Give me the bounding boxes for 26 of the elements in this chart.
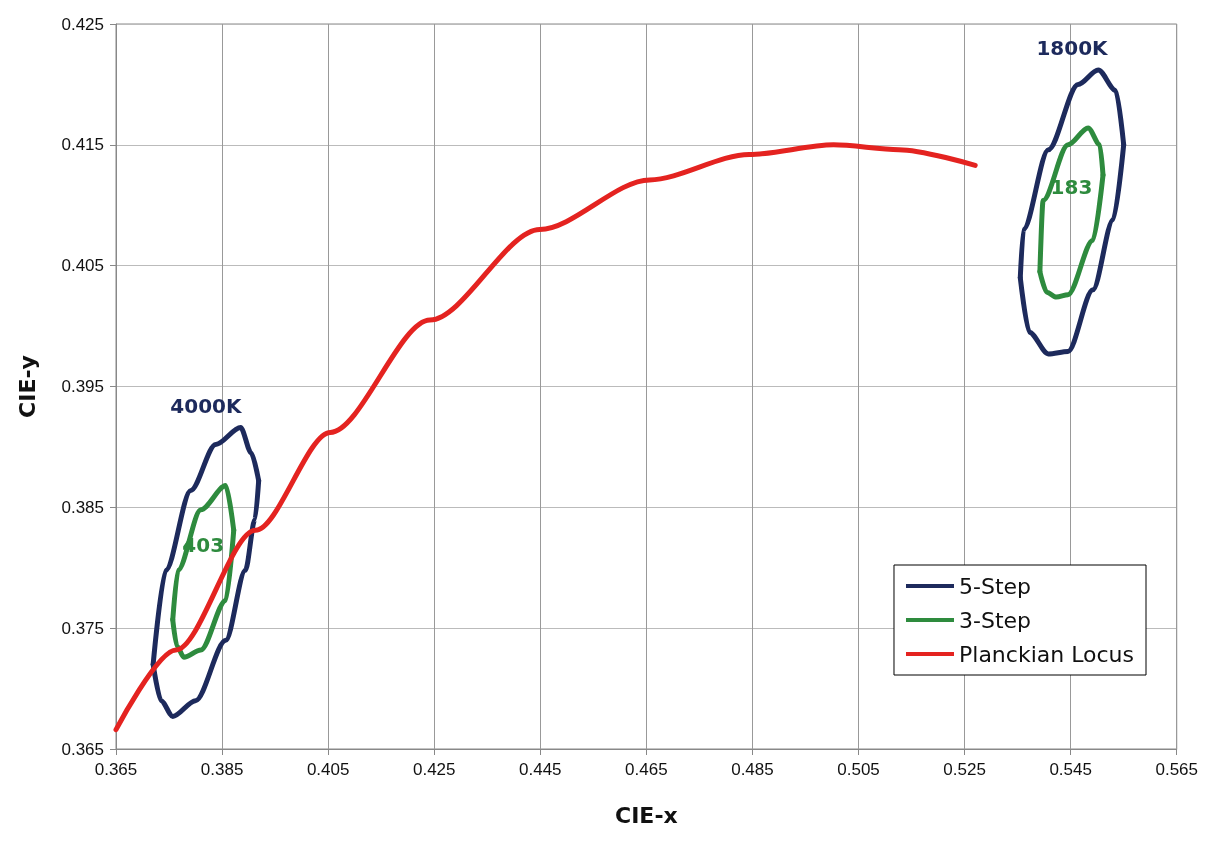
y-tick-label: 0.405	[61, 256, 104, 276]
x-tick-label: 0.425	[412, 760, 456, 779]
x-tick-label: 0.465	[625, 760, 668, 779]
x-tick-label: 0.565	[1155, 760, 1198, 779]
x-axis-title: CIE-x	[615, 802, 678, 828]
x-tick-label: 0.445	[519, 760, 562, 779]
annotation: 4000K	[170, 393, 243, 418]
x-tick-label: 0.525	[943, 760, 986, 779]
x-tick-label: 0.545	[1049, 760, 1092, 779]
legend-label: 5-Step	[959, 573, 1032, 599]
x-tick-label: 0.485	[731, 760, 774, 779]
legend-label: Planckian Locus	[959, 641, 1135, 667]
y-tick-label: 0.365	[61, 739, 104, 759]
y-tick-label: 0.415	[61, 135, 104, 155]
annotation: 1800K	[1036, 35, 1110, 60]
annotation: 183	[1050, 174, 1093, 199]
y-tick-label: 0.375	[61, 618, 104, 638]
y-axis-title: CIE-y	[14, 355, 40, 418]
x-tick-label: 0.365	[94, 760, 138, 779]
y-tick-label: 0.395	[61, 377, 104, 396]
x-tick-label: 0.385	[200, 760, 244, 779]
x-tick-label: 0.405	[306, 760, 350, 779]
x-tick-label: 0.505	[837, 760, 880, 779]
y-tick-label: 0.385	[61, 497, 104, 517]
y-tick-label: 0.425	[61, 14, 104, 34]
legend-label: 3-Step	[959, 607, 1032, 633]
